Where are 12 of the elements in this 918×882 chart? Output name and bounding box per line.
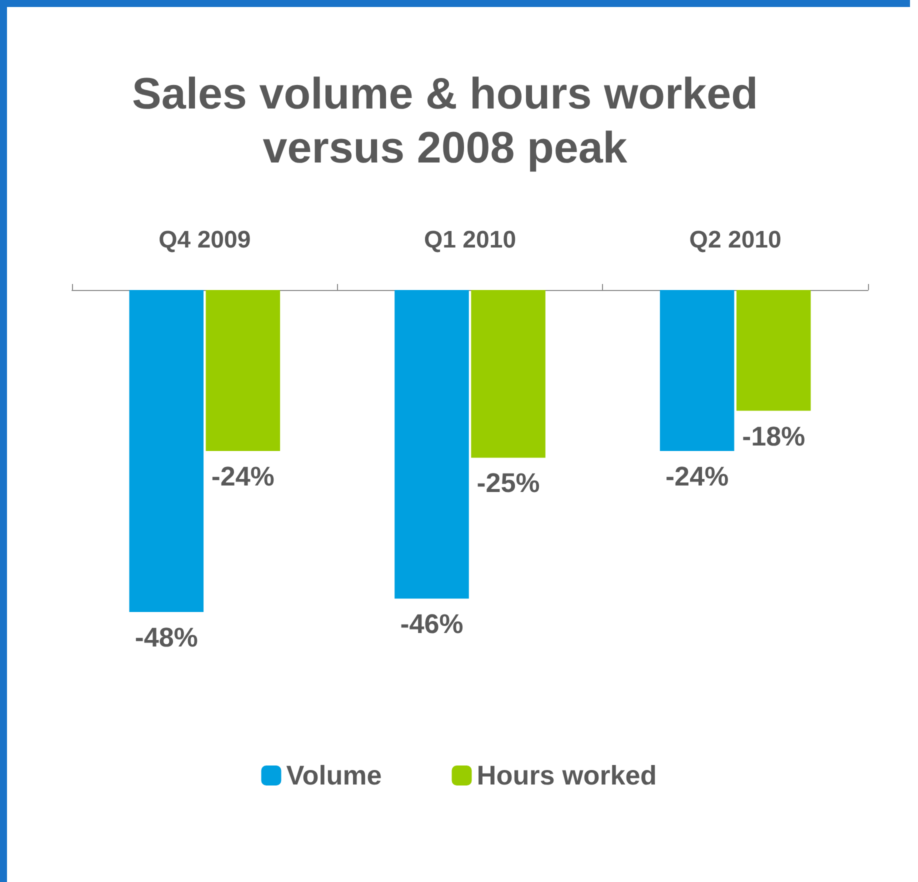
chart-title: Sales volume & hours worked versus 2008 peak	[132, 70, 758, 172]
x-tick-label: Q4 2009	[158, 226, 251, 254]
legend-label: Hours worked	[476, 760, 657, 790]
legend-label: Volume	[286, 760, 382, 790]
data-label: -24%	[211, 462, 274, 492]
x-tick-label: Q1 2010	[424, 226, 516, 254]
data-label: -48%	[134, 622, 198, 652]
data-label: -25%	[476, 468, 540, 498]
data-label: -18%	[742, 421, 806, 452]
x-tick-label: Q2 2010	[689, 226, 782, 254]
data-label: -46%	[400, 609, 464, 640]
data-label: -24%	[666, 462, 729, 492]
